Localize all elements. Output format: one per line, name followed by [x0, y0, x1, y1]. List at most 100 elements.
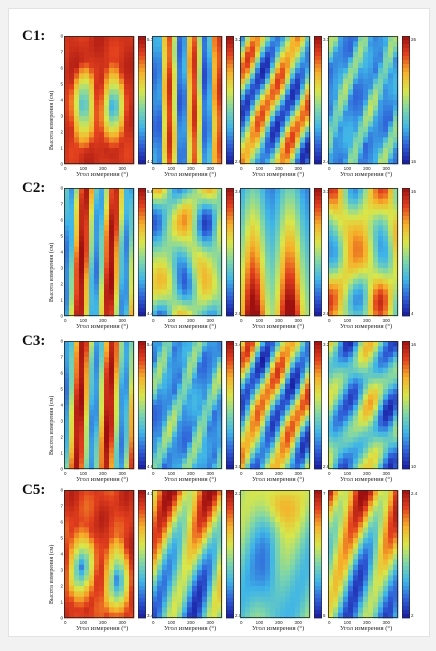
heatmap-cell: [275, 346, 281, 353]
y-tick-label: 3: [60, 419, 63, 424]
heatmap-cell: [69, 351, 75, 358]
heatmap-cell: [333, 268, 339, 274]
heatmap-cell: [104, 447, 110, 454]
colorbar-step: [402, 373, 410, 378]
heatmap-cell: [217, 41, 223, 48]
heatmap-cell: [109, 447, 115, 454]
heatmap-cell: [182, 463, 188, 470]
heatmap-cell: [343, 158, 349, 165]
colorbar-step: [402, 152, 410, 157]
heatmap-cell: [94, 300, 100, 306]
heatmap-cell: [217, 300, 223, 306]
heatmap-cell: [333, 278, 339, 285]
x-tick-label: 200: [187, 318, 195, 323]
heatmap-cell: [119, 389, 125, 395]
heatmap-cell: [114, 341, 120, 347]
heatmap-cell: [162, 121, 168, 128]
x-tick-label: 100: [344, 318, 352, 323]
heatmap-cell: [119, 351, 125, 358]
heatmap-cell: [124, 214, 130, 221]
heatmap-cell: [64, 46, 70, 53]
colorbar-step: [226, 300, 234, 305]
heatmap-cell: [250, 132, 256, 138]
colorbar-step: [314, 124, 322, 129]
heatmap-cell: [64, 447, 70, 454]
heatmap-cell: [373, 214, 379, 221]
heatmap-cell: [162, 46, 168, 53]
heatmap-cell: [99, 378, 105, 385]
heatmap-cell: [109, 241, 115, 248]
colorbar-step: [138, 610, 146, 615]
heatmap-cell: [207, 241, 213, 248]
heatmap-cell: [129, 153, 135, 160]
heatmap-cell: [172, 209, 178, 216]
heatmap-cell: [172, 100, 178, 106]
heatmap-cell: [368, 132, 374, 138]
heatmap-cell: [348, 230, 354, 237]
heatmap-cell: [89, 527, 95, 534]
heatmap-cell: [167, 225, 173, 232]
heatmap-cell: [300, 142, 306, 149]
colorbar-step: [138, 268, 146, 273]
heatmap-cell: [338, 421, 344, 427]
heatmap-cell: [157, 415, 163, 422]
heatmap-cell: [162, 367, 168, 374]
heatmap-cell: [182, 148, 188, 154]
heatmap-cell: [124, 607, 130, 614]
heatmap-cell: [129, 126, 135, 133]
heatmap-cell: [280, 421, 286, 427]
heatmap-cell: [275, 84, 281, 90]
heatmap-cell: [260, 57, 266, 64]
heatmap-cell: [119, 204, 125, 210]
heatmap-cell: [152, 490, 158, 496]
heatmap-cell: [265, 262, 271, 269]
heatmap-cell: [393, 294, 399, 301]
heatmap-cell: [114, 252, 120, 258]
heatmap-cell: [240, 268, 246, 274]
heatmap-cell: [305, 373, 311, 379]
heatmap-cell: [255, 373, 261, 379]
heatmap-cell: [119, 126, 125, 133]
colorbar-step: [138, 566, 146, 571]
heatmap-cell: [94, 68, 100, 74]
heatmap-cell: [290, 100, 296, 106]
x-tick-label: 300: [119, 166, 127, 171]
heatmap-cell: [363, 294, 369, 301]
heatmap-cell: [74, 158, 80, 165]
heatmap-cell: [172, 278, 178, 285]
heatmap-cell: [162, 442, 168, 449]
heatmap-cell: [368, 214, 374, 221]
heatmap-cell: [270, 410, 276, 417]
heatmap-cell: [255, 41, 261, 48]
colorbar-step: [314, 357, 322, 362]
heatmap-cell: [109, 36, 115, 42]
heatmap-cell: [124, 41, 130, 48]
heatmap-cell: [333, 289, 339, 296]
heatmap-cell: [192, 431, 198, 438]
heatmap-cell: [353, 289, 359, 296]
heatmap-cell: [79, 378, 85, 385]
heatmap-cell: [363, 100, 369, 106]
heatmap-cell: [300, 346, 306, 353]
heatmap-cell: [368, 351, 374, 358]
heatmap-cell: [305, 415, 311, 422]
heatmap-cell: [162, 405, 168, 411]
heatmap-cell: [84, 378, 90, 385]
heatmap-cell: [212, 153, 218, 160]
heatmap-cell: [265, 346, 271, 353]
heatmap-cell: [99, 612, 105, 619]
x-tick-label: 100: [80, 166, 88, 171]
heatmap-cell: [275, 220, 281, 226]
heatmap-cell: [383, 437, 389, 443]
heatmap-cell: [378, 94, 384, 101]
heatmap-cell: [373, 410, 379, 417]
heatmap-cell: [104, 383, 110, 390]
heatmap-cell: [265, 148, 271, 154]
heatmap-cell: [255, 431, 261, 438]
heatmap-cell: [295, 100, 301, 106]
heatmap-cell: [162, 495, 168, 502]
heatmap-cell: [109, 367, 115, 374]
heatmap-cell: [167, 105, 173, 112]
colorbar-step: [226, 308, 234, 313]
colorbar-step: [402, 389, 410, 394]
